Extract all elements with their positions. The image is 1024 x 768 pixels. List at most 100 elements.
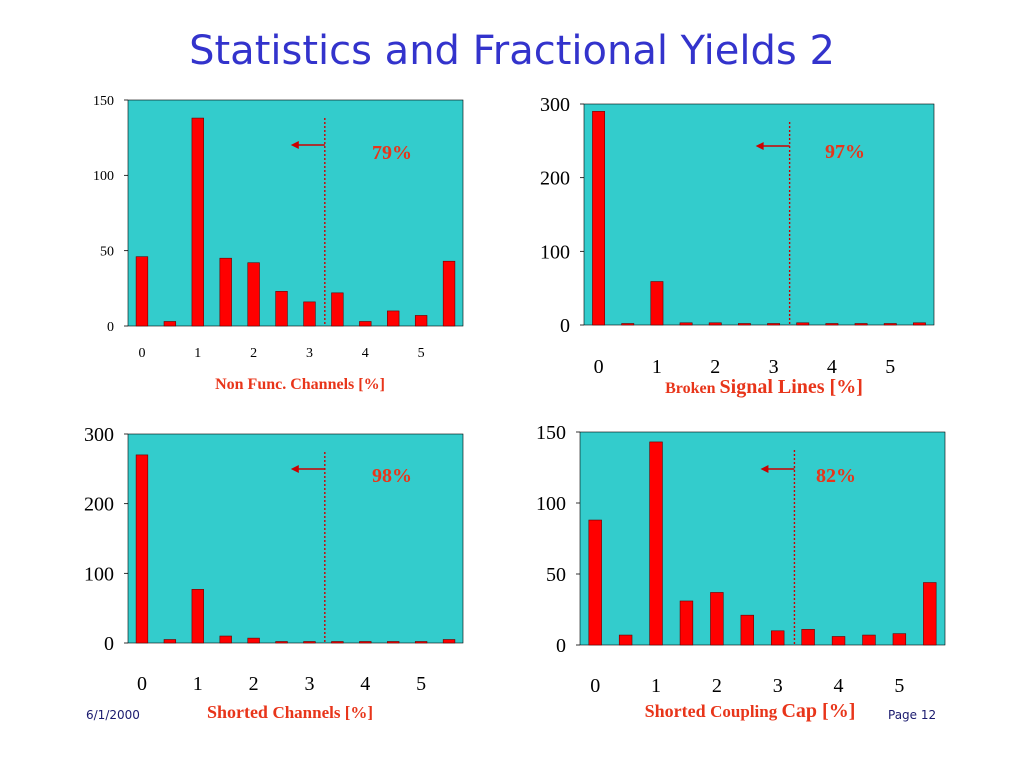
chart-2-bar: [592, 111, 606, 326]
chart-3-y-tick-label: 0: [104, 633, 114, 655]
chart-2-bar: [883, 323, 897, 326]
chart-4-y-tick-label: 100: [536, 493, 566, 515]
chart-4-arrow-head: [760, 465, 769, 473]
chart-4-bar: [771, 630, 785, 646]
chart-2-bar: [825, 323, 839, 326]
chart-1-x-tick-label: 0: [138, 346, 145, 361]
chart-1-x-tick-label: 4: [362, 346, 369, 361]
chart-1-y-tick-label: 50: [100, 245, 114, 260]
chart-4-bar: [740, 614, 754, 646]
chart-3-bar: [303, 641, 316, 644]
chart-1-x-tick-label: 5: [418, 346, 425, 361]
chart-2-xlabel-part: Signal Lines [%]: [719, 376, 863, 398]
chart-2-bar: [708, 322, 722, 326]
chart-2-x-tick-label: 4: [827, 356, 837, 378]
chart-2-x-tick-label: 0: [594, 356, 604, 378]
chart-2-x-tick-label: 3: [769, 356, 779, 378]
chart-3-bar: [163, 639, 177, 644]
chart-1-bar: [247, 262, 260, 327]
chart-4-x-tick-label: 0: [590, 675, 600, 697]
chart-4-bar: [923, 582, 937, 646]
chart-2-x-tick-label: 5: [885, 356, 895, 378]
chart-1-y-tick-label: 100: [93, 169, 114, 184]
chart-1-xlabel: Non Func. Channels [%]: [160, 376, 440, 394]
chart-4-bar: [679, 600, 694, 646]
chart-4-bar: [618, 634, 633, 646]
chart-3-xlabel: Shorted Channels [%]: [150, 702, 430, 723]
chart-2-plot-area: [583, 103, 935, 326]
chart-1-bar: [163, 321, 177, 327]
chart-4-bar: [588, 519, 602, 646]
chart-3-bar: [359, 641, 372, 644]
chart-1-bar: [331, 292, 344, 327]
chart-2-y-tick-label: 200: [540, 168, 570, 190]
chart-1-arrow-head: [290, 141, 299, 149]
chart-3-xlabel-part: Shorted: [206, 702, 273, 722]
chart-3-bar: [414, 641, 428, 644]
chart-2-y-tick-label: 0: [560, 315, 570, 337]
chart-1-bar: [191, 117, 204, 327]
chart-4-x-tick-label: 2: [712, 675, 722, 697]
chart-4-x-tick-label: 3: [773, 675, 783, 697]
chart-4-bar: [801, 629, 815, 646]
chart-2-bar: [679, 322, 693, 326]
chart-2-x-tick-label: 2: [710, 356, 720, 378]
chart-2-arrow-head: [755, 142, 764, 150]
chart-3-x-tick-label: 1: [193, 673, 203, 695]
chart-4-x-tick-label: 4: [834, 675, 844, 697]
chart-2-bar: [796, 322, 810, 326]
chart-3-bar: [331, 641, 344, 644]
chart-3-plot-area: [127, 433, 464, 644]
chart-2-bar: [912, 322, 926, 326]
chart-3-y-tick-label: 300: [84, 424, 114, 446]
chart-2-x-tick-label: 1: [652, 356, 662, 378]
chart-2-bar: [737, 323, 751, 326]
chart-1-x-tick-label: 2: [250, 346, 257, 361]
chart-2-y-tick-label: 100: [540, 241, 570, 263]
chart-1-x-tick-label: 3: [306, 346, 313, 361]
chart-2-bar: [854, 323, 868, 326]
chart-2-bar: [767, 323, 781, 326]
chart-1-bar: [387, 310, 400, 327]
chart-1-bar: [303, 301, 316, 327]
chart-3-bar: [275, 641, 288, 644]
chart-3-bar: [219, 635, 232, 644]
chart-4-xlabel-part: Coupling: [710, 702, 782, 721]
chart-3-x-tick-label: 3: [304, 673, 314, 695]
chart-3-bar: [247, 637, 260, 644]
chart-3-yield-percent: 98%: [372, 465, 412, 487]
chart-1-bar: [442, 260, 456, 327]
chart-1-bar: [135, 256, 149, 327]
chart-3-x-tick-label: 2: [249, 673, 259, 695]
chart-3-xlabel-part: Channels [%]: [272, 703, 374, 722]
chart-3-x-tick-label: 5: [416, 673, 426, 695]
chart-1-bar: [414, 315, 428, 327]
chart-1-x-tick-label: 1: [194, 346, 201, 361]
chart-4-x-tick-label: 5: [894, 675, 904, 697]
chart-2-y-tick-label: 300: [540, 94, 570, 116]
chart-3-bar: [191, 589, 204, 644]
chart-4-xlabel-part: Shorted: [644, 701, 711, 721]
chart-4-xlabel-part: Cap [%]: [781, 700, 856, 722]
chart-4-y-tick-label: 150: [536, 422, 566, 444]
chart-2-xlabel: Broken Signal Lines [%]: [604, 376, 924, 399]
chart-2-yield-percent: 97%: [825, 141, 865, 163]
chart-3-bar: [135, 454, 149, 644]
chart-4-y-tick-label: 0: [556, 635, 566, 657]
chart-4-plot-area: [579, 431, 946, 646]
chart-1-yield-percent: 79%: [372, 142, 412, 164]
chart-1-y-tick-label: 150: [93, 94, 114, 109]
chart-3-y-tick-label: 200: [84, 494, 114, 516]
chart-3-x-tick-label: 4: [360, 673, 370, 695]
chart-1-bar: [275, 291, 288, 327]
footer-page-number: Page 12: [888, 708, 937, 722]
chart-4-yield-percent: 82%: [816, 465, 856, 487]
chart-1-bar: [359, 321, 372, 327]
chart-1-xlabel-part: Non Func. Channels [%]: [215, 376, 385, 393]
chart-4-bar: [710, 592, 724, 646]
chart-3-bar: [387, 641, 400, 644]
chart-4-bar: [831, 636, 846, 646]
chart-4-xlabel: Shorted Coupling Cap [%]: [590, 700, 910, 723]
chart-3-y-tick-label: 100: [84, 563, 114, 585]
